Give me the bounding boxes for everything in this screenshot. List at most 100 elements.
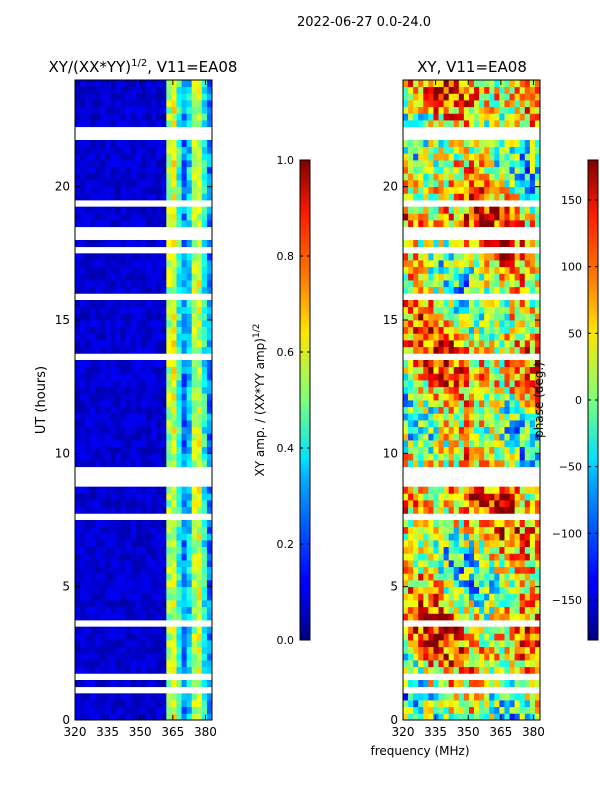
heatmap-cell bbox=[428, 240, 434, 248]
heatmap-cell bbox=[80, 493, 86, 501]
heatmap-cell bbox=[534, 520, 541, 528]
heatmap-cell bbox=[484, 606, 490, 614]
heatmap-cell bbox=[191, 320, 198, 328]
heatmap-cell bbox=[433, 640, 439, 648]
heatmap-cell bbox=[438, 540, 444, 548]
heatmap-cell bbox=[186, 606, 193, 614]
heatmap-cell bbox=[90, 413, 96, 421]
heatmap-cell bbox=[156, 86, 162, 94]
heatmap-cell bbox=[115, 206, 122, 214]
heatmap-cell bbox=[120, 320, 127, 328]
heatmap-cell bbox=[484, 100, 490, 108]
heatmap-cell bbox=[105, 406, 111, 414]
heatmap-cell bbox=[176, 313, 182, 321]
heatmap-cell bbox=[514, 366, 521, 374]
heatmap-cell bbox=[191, 300, 198, 308]
heatmap-cell bbox=[90, 500, 96, 508]
heatmap-cell bbox=[413, 393, 419, 401]
heatmap-cell bbox=[105, 360, 111, 368]
heatmap-cell bbox=[191, 113, 198, 121]
heatmap-cell bbox=[519, 86, 526, 94]
heatmap-cell bbox=[423, 100, 429, 108]
heatmap-cell bbox=[428, 306, 434, 314]
heatmap-cell bbox=[474, 560, 480, 568]
heatmap-cell bbox=[75, 520, 81, 528]
heatmap-cell bbox=[458, 433, 465, 441]
heatmap-cell bbox=[413, 180, 419, 188]
heatmap-cell bbox=[120, 100, 127, 108]
heatmap-cell bbox=[453, 560, 460, 568]
heatmap-cell bbox=[110, 153, 116, 161]
heatmap-cell bbox=[458, 706, 465, 714]
heatmap-cell bbox=[176, 680, 182, 688]
heatmap-cell bbox=[519, 566, 526, 574]
heatmap-cell bbox=[186, 666, 193, 674]
heatmap-cell bbox=[433, 273, 439, 281]
heatmap-cell bbox=[479, 593, 485, 601]
heatmap-cell bbox=[418, 553, 424, 561]
heatmap-cell bbox=[529, 446, 536, 454]
heatmap-cell bbox=[135, 606, 142, 614]
heatmap-cell bbox=[146, 433, 152, 441]
heatmap-cell bbox=[468, 413, 475, 421]
heatmap-cell bbox=[105, 540, 111, 548]
heatmap-cell bbox=[468, 520, 475, 528]
heatmap-cell bbox=[181, 360, 188, 368]
heatmap-cell bbox=[196, 106, 203, 114]
heatmap-cell bbox=[100, 486, 106, 494]
heatmap-cell bbox=[115, 113, 122, 121]
heatmap-cell bbox=[428, 460, 434, 468]
heatmap-cell bbox=[519, 506, 526, 514]
heatmap-cell bbox=[504, 640, 510, 648]
heatmap-cell bbox=[115, 93, 122, 101]
heatmap-cell bbox=[453, 640, 460, 648]
heatmap-cell bbox=[75, 380, 81, 388]
heatmap-cell bbox=[448, 260, 455, 268]
heatmap-cell bbox=[468, 333, 475, 341]
heatmap-cell bbox=[110, 706, 116, 714]
heatmap-cell bbox=[75, 586, 81, 594]
heatmap-cell bbox=[181, 120, 188, 128]
heatmap-cell bbox=[509, 240, 516, 248]
heatmap-cell bbox=[479, 560, 485, 568]
heatmap-cell bbox=[408, 493, 414, 501]
heatmap-cell bbox=[110, 553, 116, 561]
heatmap-cell bbox=[499, 613, 505, 621]
heatmap-cell bbox=[140, 586, 147, 594]
heatmap-cell bbox=[519, 113, 526, 121]
heatmap-cell bbox=[408, 286, 414, 294]
heatmap-cell bbox=[509, 220, 516, 228]
heatmap-cell bbox=[489, 373, 495, 381]
heatmap-cell bbox=[166, 613, 172, 621]
heatmap-cell bbox=[458, 380, 465, 388]
heatmap-cell bbox=[176, 426, 182, 434]
heatmap-cell bbox=[474, 640, 480, 648]
heatmap-cell bbox=[474, 553, 480, 561]
heatmap-cell bbox=[479, 153, 485, 161]
heatmap-cell bbox=[161, 440, 167, 448]
heatmap-cell bbox=[120, 546, 127, 554]
heatmap-cell bbox=[135, 240, 142, 248]
heatmap-cell bbox=[85, 606, 91, 614]
heatmap-cell bbox=[489, 693, 495, 701]
heatmap-cell bbox=[105, 166, 111, 174]
heatmap-cell bbox=[105, 180, 111, 188]
heatmap-cell bbox=[191, 166, 198, 174]
heatmap-cell bbox=[484, 120, 490, 128]
heatmap-cell bbox=[100, 440, 106, 448]
heatmap-cell bbox=[448, 440, 455, 448]
heatmap-cell bbox=[453, 286, 460, 294]
heatmap-cell bbox=[453, 400, 460, 408]
heatmap-cell bbox=[140, 86, 147, 94]
heatmap-cell bbox=[156, 273, 162, 281]
heatmap-cell bbox=[80, 640, 86, 648]
heatmap-cell bbox=[196, 366, 203, 374]
heatmap-cell bbox=[120, 80, 127, 88]
heatmap-cell bbox=[524, 573, 531, 581]
heatmap-cell bbox=[489, 666, 495, 674]
heatmap-cell bbox=[151, 526, 157, 534]
heatmap-cell bbox=[504, 606, 510, 614]
heatmap-cell bbox=[151, 253, 157, 261]
heatmap-cell bbox=[413, 666, 419, 674]
heatmap-cell bbox=[130, 540, 137, 548]
